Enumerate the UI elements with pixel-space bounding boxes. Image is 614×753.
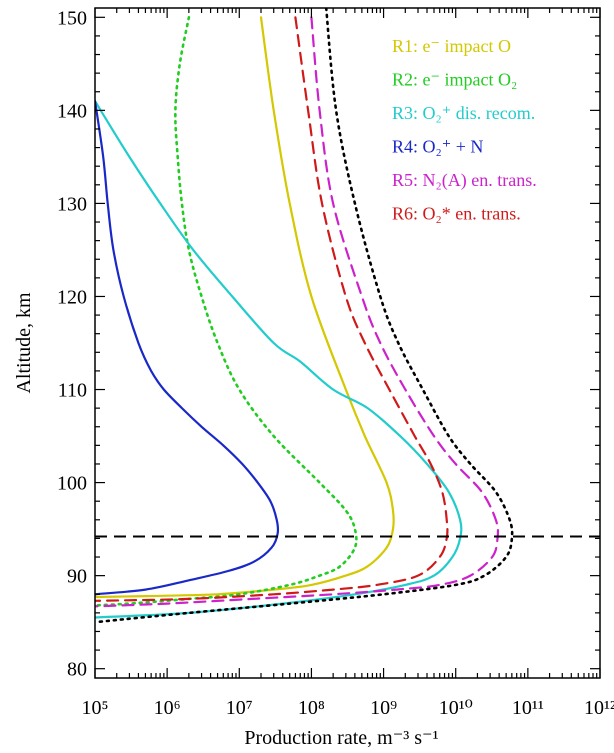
y-axis-title: Altitude, km	[13, 292, 35, 394]
x-tick-label: 10⁹	[370, 697, 397, 719]
x-tick-label: 10⁶	[154, 697, 181, 719]
x-tick-label: 10¹¹	[512, 697, 544, 719]
series-line-4	[95, 100, 280, 596]
x-axis-title: Production rate, m⁻³ s⁻¹	[244, 727, 438, 749]
legend: R1: e⁻ impact O R2: e⁻ impact O₂ R3: O₂⁺ d…	[392, 36, 537, 224]
x-tick-label: 10⁸	[298, 697, 325, 719]
legend-entry-2: R2: e⁻ impact O₂	[392, 70, 517, 90]
series-line-5	[95, 16, 500, 608]
y-tick-label: 110	[58, 380, 87, 402]
x-tick-label: 10⁵	[82, 697, 109, 719]
axis-ticks	[94, 8, 601, 678]
series-line-3	[95, 100, 463, 619]
legend-entry-5: R5: N₂(A) en. trans.	[392, 170, 537, 191]
y-tick-label: 120	[57, 286, 87, 308]
x-tick-label: 10⁷	[226, 697, 253, 719]
y-tick-label: 90	[67, 566, 87, 588]
y-tick-label: 140	[57, 100, 87, 122]
plot-lines	[95, 8, 514, 624]
legend-entry-1: R1: e⁻ impact O	[392, 36, 511, 56]
series-line-1	[95, 16, 395, 599]
x-tick-label: 10¹²	[584, 697, 614, 719]
plot-frame	[94, 7, 601, 679]
y-tick-label: 80	[67, 659, 87, 681]
series-line-6	[95, 16, 449, 602]
legend-entry-4: R4: O₂⁺ + N	[392, 137, 483, 157]
tick-labels: 10⁵ 10⁶ 10⁷ 10⁸ 10⁹ 10¹⁰ 10¹¹ 10¹² 80 90 100 110 120…	[57, 7, 614, 719]
y-tick-label: 130	[57, 193, 87, 215]
legend-entry-6: R6: O₂* en. trans.	[392, 204, 521, 224]
legend-entry-3: R3: O₂⁺ dis. recom.	[392, 103, 535, 123]
y-tick-label: 150	[57, 7, 87, 29]
y-tick-label: 100	[57, 473, 87, 495]
x-tick-label: 10¹⁰	[439, 697, 473, 719]
series-line-7	[95, 8, 514, 624]
series-line-2	[95, 16, 358, 607]
